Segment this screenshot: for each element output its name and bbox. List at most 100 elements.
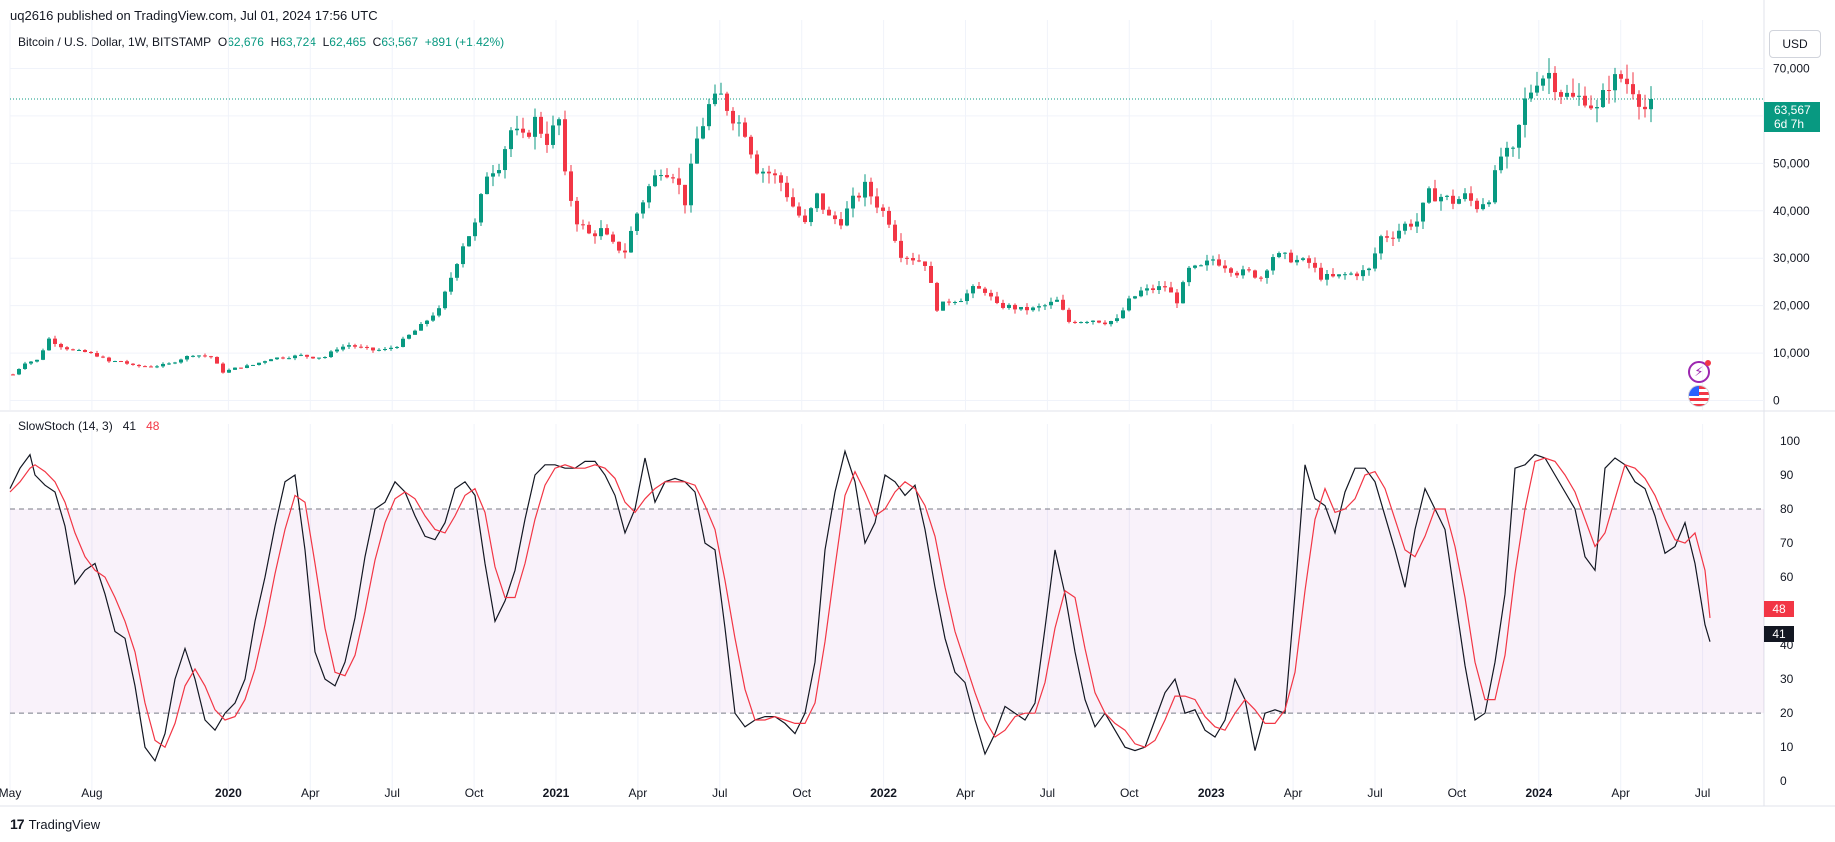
candle-body <box>167 363 171 365</box>
candle-body <box>1307 258 1311 263</box>
candle-body <box>95 353 99 357</box>
osc-axis-label: 80 <box>1780 502 1794 516</box>
candle-body <box>851 195 855 209</box>
candle-body <box>251 364 255 366</box>
candle-body <box>1007 304 1011 308</box>
time-axis-label: Oct <box>792 786 811 800</box>
candle-body <box>485 176 489 195</box>
time-axis-label: 2021 <box>543 786 570 800</box>
time-axis-label: Oct <box>1120 786 1139 800</box>
candle-body <box>719 93 723 95</box>
candle-body <box>1061 299 1065 310</box>
high-value: 63,724 <box>279 35 316 49</box>
candle-body <box>713 93 717 105</box>
candle-body <box>1229 268 1233 273</box>
candle-body <box>857 195 861 198</box>
symbol-title[interactable]: Bitcoin / U.S. Dollar, 1W, BITSTAMP <box>18 35 212 49</box>
oscillator-title[interactable]: SlowStoch (14, 3) <box>18 419 113 433</box>
candle-body <box>1145 288 1149 291</box>
candle-body <box>431 315 435 321</box>
currency-button[interactable]: USD <box>1769 30 1821 58</box>
candle-body <box>209 356 213 358</box>
time-axis-label: 2024 <box>1525 786 1552 800</box>
candle-body <box>1067 309 1071 322</box>
candle-body <box>233 367 237 370</box>
last-price-tag: 63,567 6d 7h <box>1764 102 1820 132</box>
candle-body <box>269 359 273 362</box>
candle-body <box>959 301 963 303</box>
candle-body <box>1031 307 1035 311</box>
us-flag-icon[interactable] <box>1688 385 1710 407</box>
candle-body <box>1169 287 1173 293</box>
candle-body <box>137 364 141 367</box>
candle-body <box>1175 292 1179 304</box>
candle-body <box>947 301 951 303</box>
candle-body <box>317 357 321 359</box>
candle-body <box>1337 274 1341 277</box>
candle-body <box>905 257 909 259</box>
candle-body <box>1217 259 1221 266</box>
stoch-k-tag: 41 <box>1764 626 1794 642</box>
candle-body <box>983 288 987 293</box>
candle-body <box>821 193 825 210</box>
candle-body <box>1427 188 1431 203</box>
candle-body <box>395 346 399 348</box>
candle-body <box>1391 237 1395 239</box>
candle-body <box>749 136 753 155</box>
candle-body <box>941 301 945 311</box>
candle-body <box>365 346 369 348</box>
candle-body <box>1241 269 1245 276</box>
candle-body <box>155 366 159 368</box>
candle-body <box>1211 259 1215 261</box>
candle-body <box>131 363 135 365</box>
candle-body <box>287 358 291 360</box>
candle-body <box>833 215 837 220</box>
candle-body <box>797 206 801 216</box>
candle-body <box>41 350 45 360</box>
candle-body <box>1205 260 1209 266</box>
price-axis-label: 20,000 <box>1773 299 1810 313</box>
candle-body <box>35 359 39 362</box>
candle-body <box>1493 170 1497 203</box>
candle-body <box>1247 269 1251 271</box>
candles-group <box>11 58 1653 376</box>
candle-body <box>659 175 663 177</box>
candle-body <box>1541 78 1545 86</box>
candle-body <box>11 374 15 376</box>
candle-body <box>1487 202 1491 205</box>
candle-body <box>299 354 303 356</box>
candle-body <box>1049 301 1053 306</box>
candle-body <box>587 224 591 234</box>
candle-body <box>275 357 279 360</box>
candle-body <box>281 357 285 359</box>
candle-body <box>383 348 387 350</box>
candle-body <box>1295 259 1299 263</box>
candle-body <box>1325 273 1329 280</box>
lightning-icon[interactable]: ⚡ <box>1688 360 1711 383</box>
tradingview-brand[interactable]: 17 TradingView <box>10 816 100 832</box>
candle-body <box>1613 74 1617 91</box>
candle-body <box>557 119 561 126</box>
candle-body <box>1565 92 1569 97</box>
price-axis-label: 50,000 <box>1773 156 1810 170</box>
high-label: H <box>270 35 280 49</box>
candle-body <box>1547 72 1551 79</box>
osc-axis-label: 70 <box>1780 536 1794 550</box>
candle-body <box>1109 321 1113 325</box>
candle-body <box>1343 274 1347 276</box>
candle-body <box>509 130 513 150</box>
low-label: L <box>322 35 330 49</box>
candle-body <box>197 355 201 357</box>
candle-body <box>1139 290 1143 297</box>
candle-body <box>239 367 243 369</box>
osc-axis-label: 30 <box>1780 672 1794 686</box>
candle-body <box>1589 105 1593 109</box>
open-label: O <box>217 35 228 49</box>
candle-body <box>1115 318 1119 322</box>
candle-body <box>641 202 645 214</box>
candle-body <box>737 122 741 124</box>
candle-body <box>599 228 603 237</box>
candle-body <box>503 149 507 171</box>
candle-body <box>149 366 153 368</box>
